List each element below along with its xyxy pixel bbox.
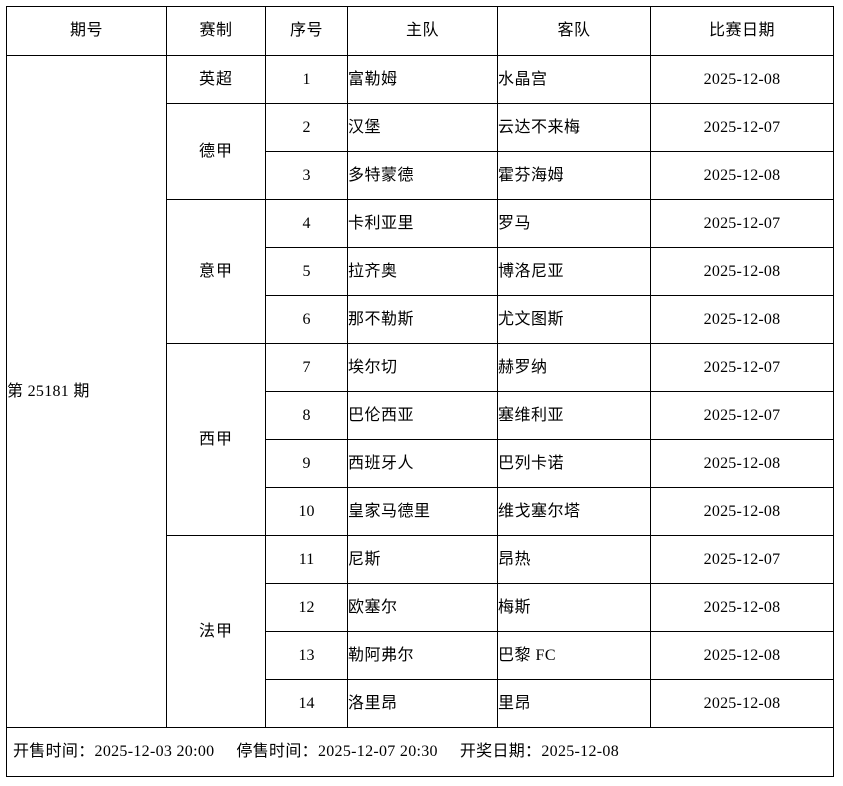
column-header-away: 客队	[497, 6, 651, 56]
table-row: 第 25181 期英超 1 富勒姆 水晶宫 2025-12-08	[6, 55, 834, 728]
home-team-cell: 那不勒斯	[347, 295, 498, 344]
column-header-no: 序号	[265, 6, 348, 56]
home-team-cell: 埃尔切	[347, 343, 498, 392]
table-row: 6 那不勒斯 尤文图斯 2025-12-08	[7, 295, 834, 344]
league-cell: 意甲	[166, 199, 266, 344]
table-body: 第 25181 期英超 1 富勒姆 水晶宫 2025-12-08 德甲 2 汉堡 云达不来梅 20…	[6, 55, 834, 728]
column-header-date: 比赛日期	[650, 6, 834, 56]
header-row: 期号 赛制 序号 主队 客队 比赛日期	[6, 6, 834, 56]
table-row: 12 欧塞尔 梅斯 2025-12-08	[7, 583, 834, 632]
column-header-issue: 期号	[6, 6, 167, 56]
match-number-cell: 10	[265, 487, 348, 536]
table-row: 西甲 7 埃尔切 赫罗纳 2025-12-07	[7, 343, 834, 536]
table-row: 13 勒阿弗尔 巴黎 FC 2025-12-08	[7, 631, 834, 680]
match-number-cell: 1	[265, 55, 348, 104]
match-number-cell: 5	[265, 247, 348, 296]
table-row: 10 皇家马德里 维戈塞尔塔 2025-12-08	[7, 487, 834, 536]
match-date-cell: 2025-12-07	[650, 391, 834, 440]
league-cell: 英超	[166, 55, 266, 104]
draw-date-value: 2025-12-08	[541, 743, 620, 760]
home-team-cell: 尼斯	[347, 535, 498, 584]
home-team-cell: 皇家马德里	[347, 487, 498, 536]
home-team-cell: 卡利亚里	[347, 199, 498, 248]
match-number-cell: 9	[265, 439, 348, 488]
away-team-cell: 罗马	[497, 199, 651, 248]
sale-info-cell: 开售时间：2025-12-03 20:00 停售时间：2025-12-07 20:…	[6, 727, 834, 777]
away-team-cell: 尤文图斯	[497, 295, 651, 344]
home-team-cell: 汉堡	[347, 103, 498, 152]
table-row: 14 洛里昂 里昂 2025-12-08	[7, 679, 834, 728]
table-header: 期号 赛制 序号 主队 客队 比赛日期	[6, 6, 834, 56]
away-team-cell: 塞维利亚	[497, 391, 651, 440]
away-team-cell: 里昂	[497, 679, 651, 728]
home-team-cell: 西班牙人	[347, 439, 498, 488]
match-date-cell: 2025-12-07	[650, 103, 834, 152]
away-team-cell: 水晶宫	[497, 55, 651, 104]
match-date-cell: 2025-12-07	[650, 343, 834, 392]
away-team-cell: 巴黎 FC	[497, 631, 651, 680]
match-date-cell: 2025-12-08	[650, 487, 834, 536]
away-team-cell: 霍芬海姆	[497, 151, 651, 200]
match-schedule-table: 期号 赛制 序号 主队 客队 比赛日期 第 25181 期英超 1 富勒姆 水晶宫 20…	[6, 6, 834, 777]
league-cell: 法甲	[166, 535, 266, 728]
table-row: 8 巴伦西亚 塞维利亚 2025-12-07	[7, 391, 834, 440]
match-date-cell: 2025-12-08	[650, 55, 834, 104]
away-team-cell: 赫罗纳	[497, 343, 651, 392]
home-team-cell: 拉齐奥	[347, 247, 498, 296]
match-date-cell: 2025-12-08	[650, 247, 834, 296]
draw-date-label: 开奖日期：	[459, 743, 542, 760]
away-team-cell: 梅斯	[497, 583, 651, 632]
match-number-cell: 6	[265, 295, 348, 344]
table-footer: 开售时间：2025-12-03 20:00 停售时间：2025-12-07 20:…	[6, 727, 834, 777]
match-date-cell: 2025-12-08	[650, 151, 834, 200]
away-team-cell: 博洛尼亚	[497, 247, 651, 296]
home-team-cell: 多特蒙德	[347, 151, 498, 200]
match-number-cell: 8	[265, 391, 348, 440]
sale-stop-label: 停售时间：	[236, 743, 318, 760]
league-cell: 西甲	[166, 343, 266, 536]
column-header-league: 赛制	[166, 6, 266, 56]
table-row: 法甲 11 尼斯 昂热 2025-12-07	[7, 535, 834, 728]
match-number-cell: 4	[265, 199, 348, 248]
home-team-cell: 巴伦西亚	[347, 391, 498, 440]
match-date-cell: 2025-12-07	[650, 535, 834, 584]
home-team-cell: 勒阿弗尔	[347, 631, 498, 680]
match-date-cell: 2025-12-07	[650, 199, 834, 248]
table-row: 意甲 4 卡利亚里 罗马 2025-12-07	[7, 199, 834, 344]
sale-start-value: 2025-12-03 20:00	[94, 743, 215, 760]
sale-stop-value: 2025-12-07 20:30	[317, 743, 438, 760]
match-number-cell: 2	[265, 103, 348, 152]
match-number-cell: 14	[265, 679, 348, 728]
table-row: 德甲 2 汉堡 云达不来梅 2025-12-07	[7, 103, 834, 200]
match-number-cell: 13	[265, 631, 348, 680]
away-team-cell: 昂热	[497, 535, 651, 584]
match-number-cell: 3	[265, 151, 348, 200]
table-row: 5 拉齐奥 博洛尼亚 2025-12-08	[7, 247, 834, 296]
away-team-cell: 云达不来梅	[497, 103, 651, 152]
match-date-cell: 2025-12-08	[650, 679, 834, 728]
away-team-cell: 维戈塞尔塔	[497, 487, 651, 536]
table-row: 9 西班牙人 巴列卡诺 2025-12-08	[7, 439, 834, 488]
match-date-cell: 2025-12-08	[650, 583, 834, 632]
match-date-cell: 2025-12-08	[650, 631, 834, 680]
column-header-home: 主队	[347, 6, 498, 56]
match-number-cell: 7	[265, 343, 348, 392]
issue-number-cell: 第 25181 期	[6, 55, 167, 728]
footer-row: 开售时间：2025-12-03 20:00 停售时间：2025-12-07 20:…	[6, 727, 834, 777]
table-row: 3 多特蒙德 霍芬海姆 2025-12-08	[7, 151, 834, 200]
away-team-cell: 巴列卡诺	[497, 439, 651, 488]
match-date-cell: 2025-12-08	[650, 439, 834, 488]
home-team-cell: 欧塞尔	[347, 583, 498, 632]
sale-start-label: 开售时间：	[13, 743, 95, 760]
match-number-cell: 11	[265, 535, 348, 584]
match-number-cell: 12	[265, 583, 348, 632]
home-team-cell: 洛里昂	[347, 679, 498, 728]
home-team-cell: 富勒姆	[347, 55, 498, 104]
league-cell: 德甲	[166, 103, 266, 200]
match-date-cell: 2025-12-08	[650, 295, 834, 344]
